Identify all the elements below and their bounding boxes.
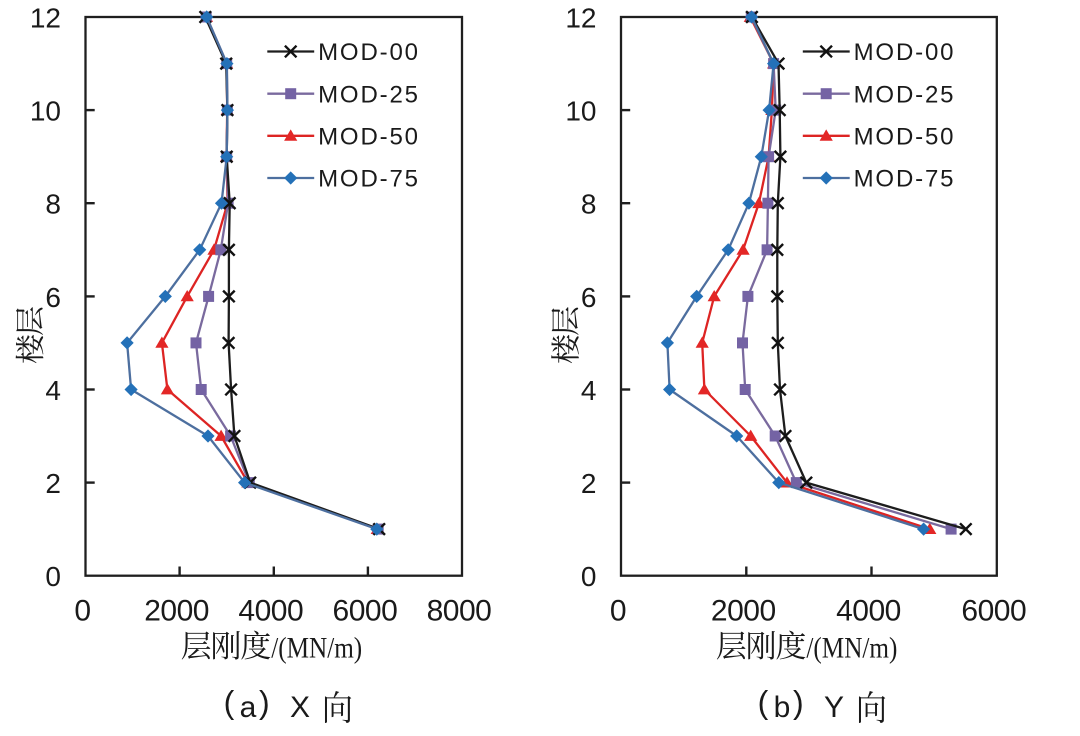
svg-text:2000: 2000 bbox=[711, 595, 776, 628]
svg-text:MOD-75: MOD-75 bbox=[318, 166, 420, 193]
svg-text:/(MN/m): /(MN/m) bbox=[806, 632, 897, 665]
svg-text:4000: 4000 bbox=[836, 595, 901, 628]
svg-text:0: 0 bbox=[74, 595, 90, 628]
svg-text:(: ( bbox=[758, 685, 769, 721]
svg-text:10: 10 bbox=[30, 96, 61, 127]
svg-text:): ) bbox=[793, 685, 804, 721]
svg-text:/(MN/m): /(MN/m) bbox=[271, 632, 362, 665]
svg-text:4: 4 bbox=[45, 375, 61, 406]
svg-text:6: 6 bbox=[581, 282, 597, 313]
svg-text:6000: 6000 bbox=[333, 595, 398, 628]
svg-text:10: 10 bbox=[565, 96, 596, 127]
svg-text:8000: 8000 bbox=[427, 595, 492, 628]
svg-text:8: 8 bbox=[45, 189, 61, 220]
svg-text:MOD-50: MOD-50 bbox=[318, 124, 420, 151]
svg-text:12: 12 bbox=[565, 3, 596, 34]
svg-text:4: 4 bbox=[581, 375, 597, 406]
svg-text:2: 2 bbox=[45, 468, 61, 499]
svg-text:12: 12 bbox=[30, 3, 61, 34]
svg-text:MOD-00: MOD-00 bbox=[318, 39, 420, 66]
svg-text:MOD-25: MOD-25 bbox=[854, 81, 956, 108]
svg-text:4000: 4000 bbox=[238, 595, 303, 628]
svg-text:2: 2 bbox=[581, 468, 597, 499]
svg-text:MOD-00: MOD-00 bbox=[854, 39, 956, 66]
svg-text:Y: Y bbox=[824, 691, 844, 724]
svg-text:0: 0 bbox=[610, 595, 626, 628]
svg-text:b: b bbox=[774, 691, 791, 724]
svg-text:6: 6 bbox=[45, 282, 61, 313]
svg-text:(: ( bbox=[224, 685, 235, 721]
svg-text:6000: 6000 bbox=[961, 595, 1026, 628]
svg-text:2000: 2000 bbox=[144, 595, 209, 628]
svg-text:MOD-50: MOD-50 bbox=[854, 124, 956, 151]
svg-text:0: 0 bbox=[581, 561, 597, 592]
svg-text:MOD-75: MOD-75 bbox=[854, 166, 956, 193]
svg-text:X: X bbox=[290, 691, 310, 724]
svg-text:MOD-25: MOD-25 bbox=[318, 81, 420, 108]
svg-text:0: 0 bbox=[45, 561, 61, 592]
svg-text:8: 8 bbox=[581, 189, 597, 220]
svg-text:): ) bbox=[259, 685, 270, 721]
svg-text:a: a bbox=[240, 691, 257, 724]
